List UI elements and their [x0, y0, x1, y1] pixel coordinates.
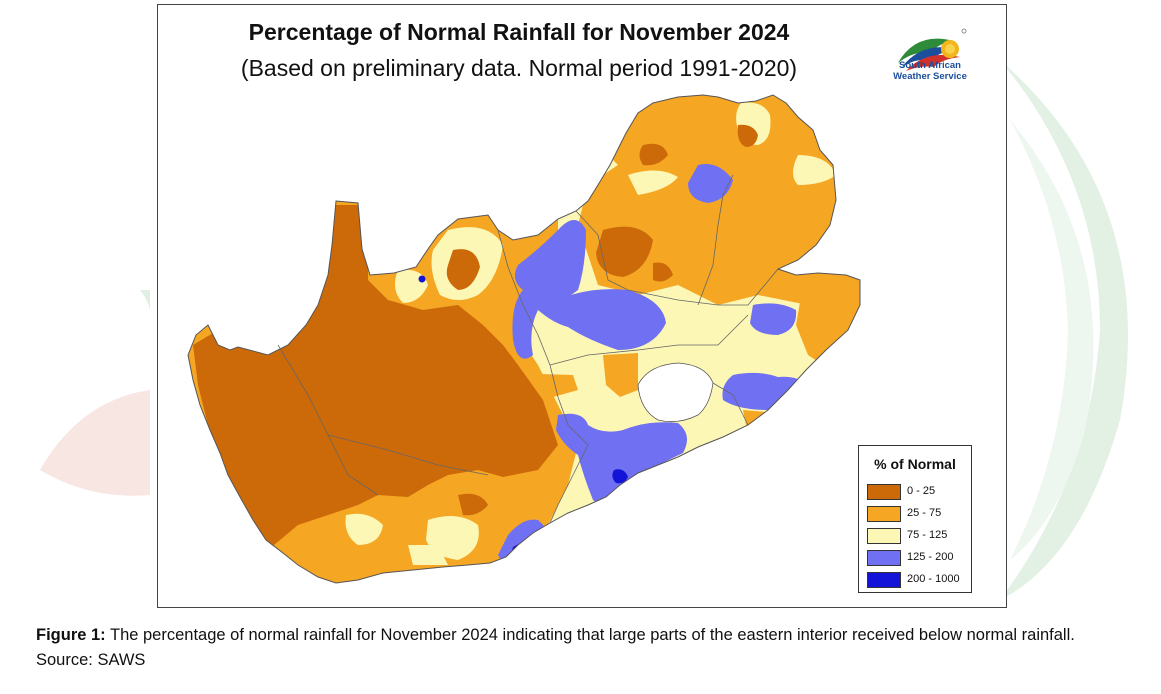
legend-swatch	[867, 550, 901, 566]
legend-item: 125 - 200	[867, 550, 967, 566]
rainfall-map-panel: Percentage of Normal Rainfall for Novemb…	[157, 4, 1007, 608]
caption-text: The percentage of normal rainfall for No…	[36, 626, 1075, 669]
legend-swatch	[867, 506, 901, 522]
legend-swatch	[867, 528, 901, 544]
legend-label: 0 - 25	[907, 485, 936, 497]
map-legend: % of Normal 0 - 25 25 - 75 75 - 125 125 …	[858, 445, 972, 593]
legend-label: 25 - 75	[907, 507, 942, 519]
logo-text-line2: Weather Service	[893, 71, 967, 82]
figure-caption: Figure 1: The percentage of normal rainf…	[36, 623, 1136, 673]
logo-text-line1: South African	[899, 60, 961, 71]
legend-title: % of Normal	[874, 456, 956, 472]
legend-label: 200 - 1000	[907, 573, 960, 585]
south-africa-rainfall-map	[187, 94, 861, 584]
legend-item: 75 - 125	[867, 528, 967, 544]
saws-logo-text: South African Weather Service	[870, 60, 990, 82]
legend-swatch	[867, 484, 901, 500]
legend-item: 0 - 25	[867, 484, 967, 500]
legend-label: 75 - 125	[907, 529, 948, 541]
saws-logo-icon	[898, 28, 967, 71]
legend-label: 125 - 200	[907, 551, 954, 563]
legend-swatch	[867, 572, 901, 588]
legend-item: 200 - 1000	[867, 572, 967, 588]
caption-label: Figure 1:	[36, 626, 106, 644]
map-title: Percentage of Normal Rainfall for Novemb…	[248, 19, 790, 45]
map-subtitle: (Based on preliminary data. Normal perio…	[240, 55, 798, 81]
legend-item: 25 - 75	[867, 506, 967, 522]
